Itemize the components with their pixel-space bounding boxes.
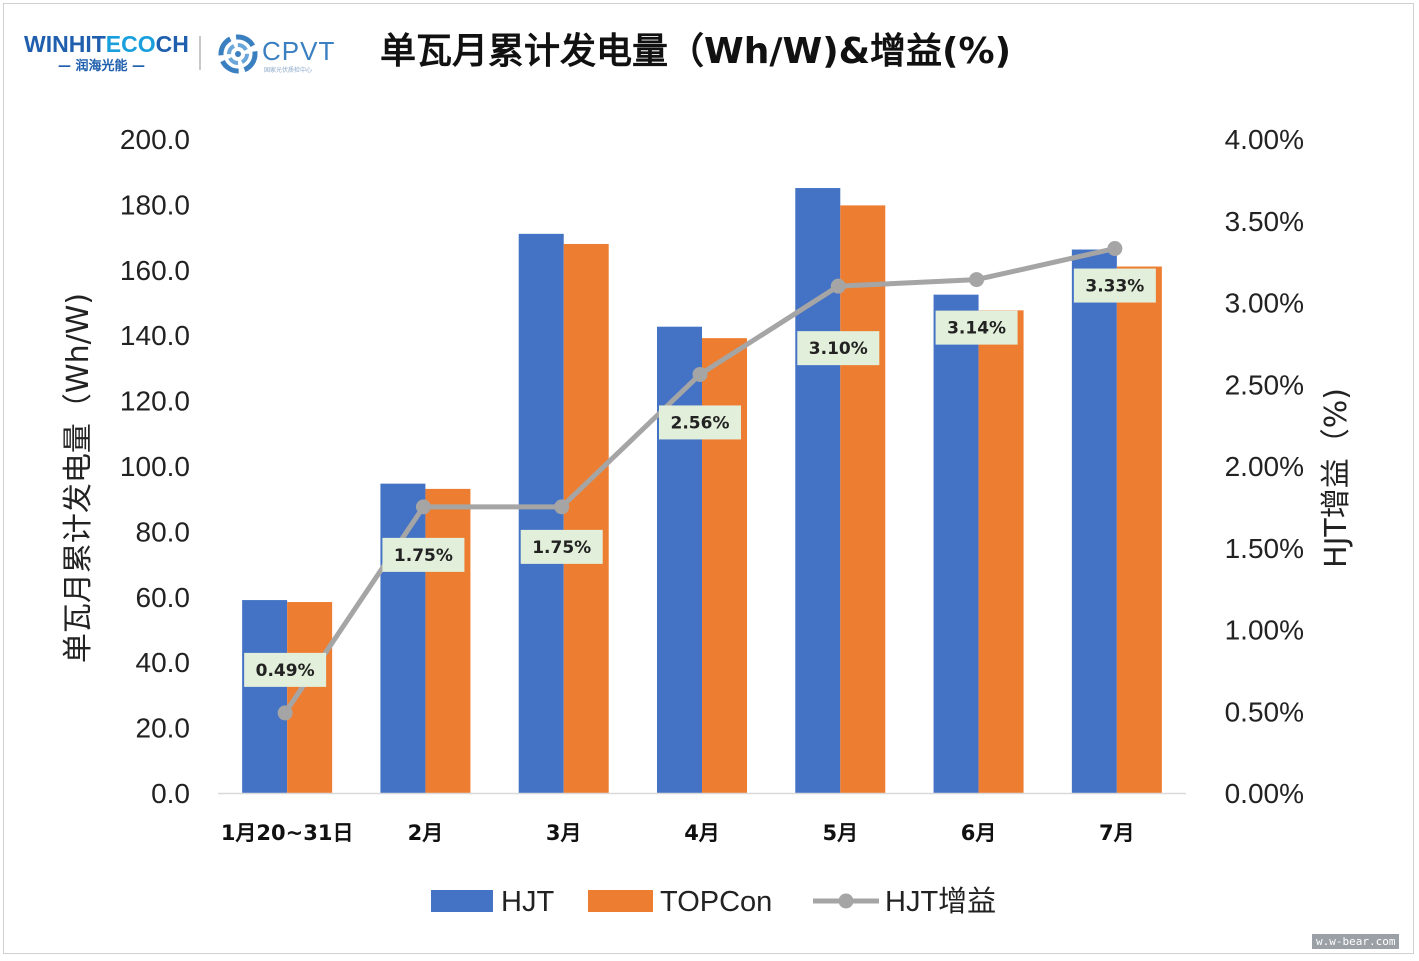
bars-group [242,188,1162,794]
data-label-box [382,537,465,572]
y-tick-label: 0.0 [151,778,190,809]
bar-hjt [795,188,841,794]
legend-swatch-gain-point [838,893,854,909]
y-tick-label: 140.0 [120,320,190,351]
data-label: 2.56% [671,413,730,433]
bar-hjt [242,600,288,793]
data-label: 3.33% [1085,277,1144,297]
bar-hjt [380,483,426,793]
winhitech-logo-wordmark: WINHITECOCH [24,31,189,57]
bar-hjt [1071,249,1117,793]
legend: HJT TOPCon HJT增益 [431,885,996,918]
right-axis-ticks: 0.00% 0.50% 1.00% 1.50% 2.00% 2.50% 3.00% 3.50%… [1225,124,1304,809]
data-label-box [935,310,1018,345]
gain-point [830,278,846,294]
y-tick-label: 40.0 [136,647,191,678]
legend-swatch-hjt [431,890,493,912]
bar-hjt [657,326,702,793]
data-label: 3.10% [809,339,868,359]
bar-topcon [840,205,886,794]
header: WINHITECOCH — 润海光能 — CPVT 国家光伏质检中心 单瓦月累计… [0,0,1419,100]
legend-label: TOPCon [660,886,772,918]
bar-hjt [518,233,564,793]
data-label-box [797,331,880,366]
cpvt-logo-tagline: 国家光伏质检中心 [264,67,313,74]
cpvt-emblem-icon [218,34,258,74]
data-label-box [1073,268,1156,303]
y2-tick-label: 0.00% [1225,778,1304,809]
category-label: 6月 [961,821,997,845]
y-tick-label: 180.0 [120,189,190,220]
y2-tick-label: 4.00% [1225,124,1304,155]
y-tick-label: 60.0 [136,582,191,613]
category-label: 3月 [546,821,582,845]
left-axis-ticks: 0.0 20.0 40.0 60.0 80.0 100.0 120.0 140.0 160.0 1… [120,124,190,809]
category-label: 7月 [1099,821,1135,845]
winhitech-logo-subtitle: — 润海光能 — [57,59,146,74]
winhitech-logo: WINHITECOCH — 润海光能 — [24,30,189,82]
data-label: 1.75% [532,538,591,558]
data-label: 1.75% [394,546,453,566]
y2-tick-label: 1.00% [1225,615,1304,646]
data-label-box [520,529,603,564]
data-label-box [244,652,327,687]
category-label: 4月 [684,821,720,845]
y-axis-title: 单瓦月累计发电量（Wh/W) [61,293,96,663]
bar-topcon [563,243,609,794]
gain-point [277,705,293,721]
data-label: 0.49% [256,661,315,681]
y2-tick-label: 3.50% [1225,206,1304,237]
y2-axis-title: HJT增益（%) [1319,388,1354,568]
logo-divider [199,36,201,70]
category-label: 1月20~31日 [221,821,354,845]
category-label: 2月 [408,821,444,845]
bar-topcon [978,310,1024,793]
y-tick-label: 100.0 [120,451,190,482]
legend-label: HJT [501,886,554,918]
data-labels-group: 0.49% 1.75% 1.75% 2.56% 3.10% 3.14% 3.33% [244,268,1156,687]
category-labels: 1月20~31日 2月 3月 4月 5月 6月 7月 [221,821,1135,845]
gain-point [415,499,431,515]
gain-point [1107,241,1123,257]
gain-point [692,366,708,382]
watermark: w.w-bear.com [1312,934,1400,949]
legend-swatch-topcon [588,890,653,912]
cpvt-logo: CPVT 国家光伏质检中心 [216,32,351,76]
data-label-box [659,405,741,440]
bar-topcon [425,488,471,793]
y2-tick-label: 1.50% [1225,533,1304,564]
y-tick-label: 80.0 [136,516,191,547]
y-tick-label: 200.0 [120,124,190,155]
gain-point [969,272,985,288]
y-tick-label: 20.0 [136,713,191,744]
y2-tick-label: 3.00% [1225,288,1304,319]
bar-topcon [1116,266,1162,793]
gain-line-group [277,241,1123,721]
bar-hjt [933,294,979,793]
y-tick-label: 160.0 [120,255,190,286]
legend-label: HJT增益 [885,885,996,918]
category-label: 5月 [822,821,858,845]
gain-point [554,499,570,515]
y-tick-label: 120.0 [120,386,190,417]
y2-tick-label: 2.00% [1225,451,1304,482]
data-label: 3.14% [947,319,1006,339]
y2-tick-label: 2.50% [1225,369,1304,400]
chart-title: 单瓦月累计发电量（Wh/W)&增益(%) [380,31,1012,72]
y2-tick-label: 0.50% [1225,696,1304,727]
cpvt-logo-text: CPVT [262,36,336,66]
